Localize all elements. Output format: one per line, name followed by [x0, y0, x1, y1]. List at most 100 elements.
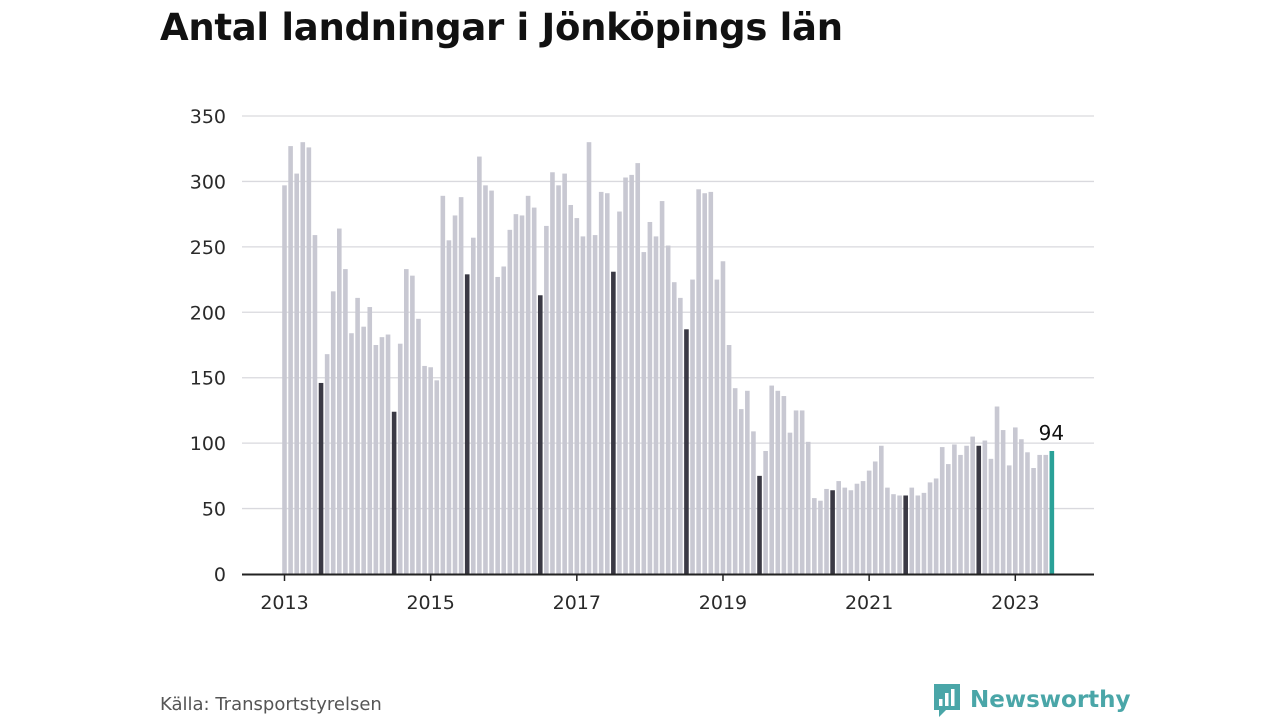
bar: [391, 411, 397, 574]
bar: [714, 279, 720, 574]
y-tick-label: 250: [190, 237, 226, 259]
brand-logo[interactable]: Newsworthy: [932, 682, 1131, 718]
y-tick-label: 350: [190, 106, 226, 128]
newsworthy-logo-icon: [934, 684, 960, 717]
bar: [879, 445, 884, 574]
bar: [738, 409, 744, 574]
bar: [976, 445, 982, 574]
bar: [745, 390, 750, 574]
bar: [300, 142, 306, 575]
bar: [397, 343, 403, 574]
bar: [994, 406, 1000, 574]
bar: [428, 367, 433, 574]
bar: [556, 185, 561, 574]
bar: [282, 185, 287, 574]
bar: [939, 447, 945, 574]
bar: [519, 215, 525, 574]
x-tick-label: 2013: [260, 592, 308, 614]
bar: [574, 218, 580, 574]
bar: [836, 481, 841, 574]
bar: [507, 229, 513, 574]
bar: [848, 490, 854, 574]
bar: [872, 461, 878, 574]
bar: [793, 410, 799, 574]
bar: [458, 197, 464, 574]
x-tick-label: 2019: [699, 592, 747, 614]
bar: [550, 172, 555, 574]
bar: [964, 445, 969, 574]
y-tick-label: 50: [202, 499, 226, 521]
bar: [1000, 430, 1006, 574]
page-title: Antal landningar i Jönköpings län: [160, 6, 843, 49]
bar: [324, 354, 330, 574]
bar: [952, 444, 957, 574]
bar: [769, 385, 774, 574]
y-tick-label: 300: [190, 171, 226, 193]
bar: [927, 482, 933, 574]
bar: [580, 236, 586, 574]
bar: [617, 211, 622, 574]
bar: [568, 204, 574, 575]
bar: [665, 245, 671, 575]
x-tick-label: 2023: [991, 592, 1039, 614]
bar: [361, 326, 366, 574]
bar: [611, 271, 616, 574]
bar: [866, 470, 872, 574]
x-tick-label: 2017: [553, 592, 601, 614]
bar: [1031, 468, 1036, 574]
latest-value-label: 94: [1039, 421, 1064, 445]
bar: [970, 436, 975, 574]
bar: [446, 240, 452, 574]
bar: [489, 190, 494, 574]
bar: [355, 297, 360, 574]
bar: [678, 297, 683, 574]
bar: [1043, 454, 1049, 574]
bar: [860, 481, 866, 574]
bar: [915, 495, 921, 574]
bar: [598, 191, 604, 574]
bar: [464, 274, 470, 574]
bar: [903, 495, 908, 574]
y-tick-label: 0: [214, 564, 226, 586]
bar: [787, 432, 793, 574]
bar: [933, 478, 939, 574]
bar: [842, 487, 848, 574]
y-tick-label: 100: [190, 433, 226, 455]
bar: [434, 380, 440, 574]
bar: [562, 173, 567, 574]
bar: [495, 276, 500, 574]
bar: [410, 275, 415, 574]
bar: [751, 431, 756, 574]
bar: [653, 236, 659, 574]
bar: [537, 295, 543, 574]
bar: [1019, 439, 1024, 574]
bar: [805, 441, 811, 574]
bar: [373, 345, 379, 574]
bar: [629, 174, 634, 574]
bar: [592, 235, 598, 574]
bar: [1025, 452, 1030, 574]
bars: [282, 142, 1055, 575]
bar: [909, 487, 915, 574]
bar: [684, 329, 689, 574]
bar: [1049, 450, 1055, 574]
bar: [988, 458, 994, 574]
bar: [544, 225, 549, 575]
bar: [422, 365, 427, 574]
bar: [440, 195, 446, 574]
bar: [525, 195, 531, 574]
bar: [885, 487, 890, 574]
bar: [659, 201, 665, 574]
bar: [586, 142, 592, 575]
bar: [641, 252, 647, 574]
bar: [349, 333, 354, 574]
bar: [818, 500, 823, 574]
bar: [946, 464, 951, 574]
bar: [690, 279, 695, 574]
bar: [513, 214, 519, 574]
bar: [702, 193, 708, 574]
bar: [312, 235, 318, 574]
x-tick-label: 2015: [406, 592, 454, 614]
bar: [404, 269, 409, 574]
bar: [318, 382, 324, 574]
